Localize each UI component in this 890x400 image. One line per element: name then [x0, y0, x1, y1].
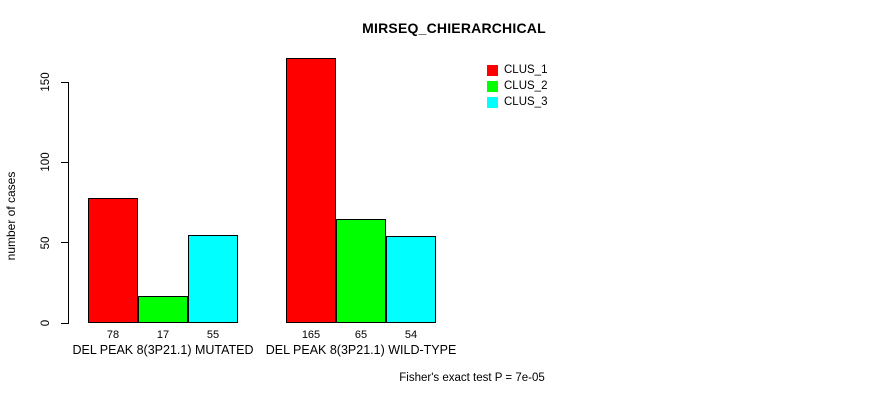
category-label-mutated: DEL PEAK 8(3P21.1) MUTATED — [72, 343, 254, 357]
y-tick-mark — [61, 322, 68, 324]
y-tick-label: 50 — [40, 236, 52, 250]
legend-row-clus-2: CLUS_2 — [487, 78, 547, 94]
bar-value-label: 54 — [404, 329, 418, 341]
legend-row-clus-1: CLUS_1 — [487, 62, 547, 78]
annotation-text: Fisher's exact test P = 7e-05 — [399, 372, 545, 384]
bar-value-label: 78 — [106, 329, 120, 341]
bar-clus_3-group2 — [386, 236, 436, 323]
bar-clus_3-group1 — [188, 234, 238, 323]
bar-value-label: 165 — [301, 329, 321, 341]
legend-label-clus-2: CLUS_2 — [504, 80, 548, 92]
y-tick-mark — [61, 161, 68, 163]
legend: CLUS_1 CLUS_2 CLUS_3 — [487, 62, 547, 110]
y-axis-label: number of cases — [4, 171, 18, 261]
legend-swatch-clus-3 — [487, 96, 498, 108]
bar-value-label: 17 — [156, 329, 170, 341]
y-tick-mark — [61, 81, 68, 83]
y-tick-label: 100 — [40, 152, 52, 172]
bar-clus_2-group1 — [138, 295, 188, 323]
legend-swatch-clus-2 — [487, 80, 498, 92]
bar-clus_1-group1 — [88, 197, 138, 323]
y-tick-mark — [61, 242, 68, 244]
chart-title: MIRSEQ_CHIERARCHICAL — [362, 20, 546, 36]
bar-value-label: 55 — [206, 329, 220, 341]
legend-row-clus-3: CLUS_3 — [487, 94, 547, 110]
y-tick-label: 0 — [40, 319, 52, 327]
y-tick-label: 150 — [40, 72, 52, 92]
category-label-wild-type: DEL PEAK 8(3P21.1) WILD-TYPE — [265, 343, 457, 357]
bar-clus_2-group2 — [336, 218, 386, 323]
legend-swatch-clus-1 — [487, 64, 498, 76]
bar-clus_1-group2 — [286, 57, 336, 323]
legend-label-clus-1: CLUS_1 — [504, 64, 548, 76]
legend-label-clus-3: CLUS_3 — [504, 96, 548, 108]
y-axis-line — [68, 82, 69, 324]
bar-value-label: 65 — [354, 329, 368, 341]
